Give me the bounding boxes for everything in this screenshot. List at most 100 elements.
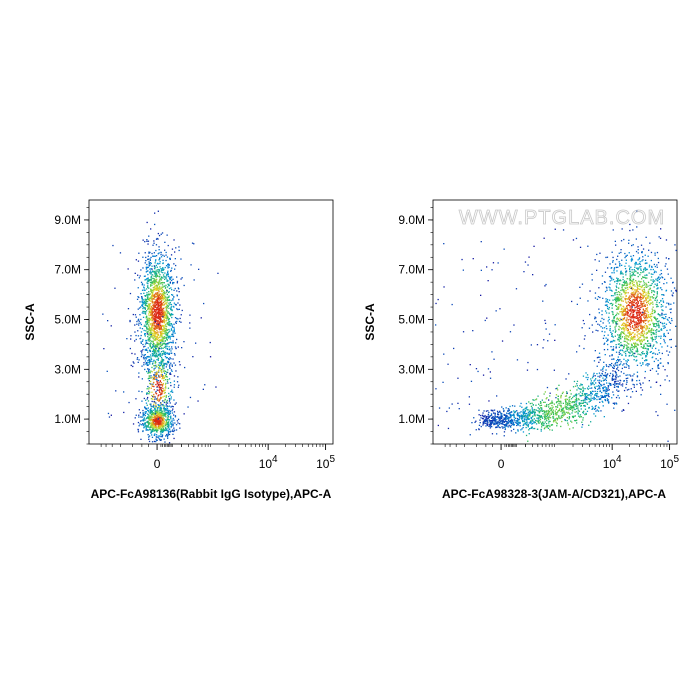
data-point xyxy=(585,412,587,415)
data-point xyxy=(657,325,659,327)
data-point xyxy=(141,328,144,330)
data-point xyxy=(159,364,161,366)
data-point xyxy=(150,327,152,329)
data-point xyxy=(166,411,168,414)
data-point xyxy=(166,322,168,324)
data-point xyxy=(151,297,153,299)
data-point xyxy=(159,384,161,386)
data-point xyxy=(158,349,160,351)
data-point xyxy=(607,301,609,303)
data-point xyxy=(151,400,153,403)
data-point xyxy=(609,289,611,291)
data-point xyxy=(595,329,597,331)
data-point xyxy=(616,389,618,391)
data-point xyxy=(641,306,643,308)
data-point xyxy=(647,340,649,342)
data-point xyxy=(645,286,647,288)
data-point xyxy=(642,305,644,307)
data-point xyxy=(657,321,659,323)
data-point xyxy=(621,272,623,274)
data-point xyxy=(625,360,627,362)
data-point xyxy=(115,390,117,392)
data-point xyxy=(589,290,591,292)
data-point xyxy=(548,424,550,426)
data-point xyxy=(633,342,635,344)
data-point xyxy=(151,301,154,303)
data-point xyxy=(160,427,162,429)
data-point xyxy=(629,340,631,342)
data-point xyxy=(513,418,516,420)
data-point xyxy=(557,398,560,400)
data-point xyxy=(616,293,618,296)
data-point xyxy=(573,406,575,408)
data-point xyxy=(605,301,607,303)
data-point xyxy=(163,282,165,284)
data-point xyxy=(627,328,630,330)
data-point xyxy=(157,422,159,425)
data-point xyxy=(158,317,160,319)
data-point xyxy=(173,375,176,377)
data-point xyxy=(625,354,627,356)
data-point xyxy=(621,299,623,301)
data-point xyxy=(170,426,172,428)
data-point xyxy=(628,297,630,299)
data-point xyxy=(161,414,164,416)
data-point xyxy=(168,318,170,320)
data-point xyxy=(594,387,596,390)
data-point xyxy=(656,304,658,306)
data-point xyxy=(640,318,642,320)
data-point xyxy=(132,361,134,363)
data-point xyxy=(144,279,146,281)
data-point xyxy=(155,289,157,291)
data-point xyxy=(162,332,165,335)
data-point xyxy=(166,418,168,420)
data-point xyxy=(161,287,163,289)
data-point xyxy=(161,368,163,371)
data-point xyxy=(159,281,161,283)
data-point xyxy=(167,291,170,294)
data-point xyxy=(643,302,645,304)
data-point xyxy=(605,374,607,376)
data-point xyxy=(167,431,170,434)
data-point xyxy=(142,419,144,421)
data-point xyxy=(168,346,170,348)
data-point xyxy=(168,412,170,414)
data-point xyxy=(181,309,183,312)
data-point xyxy=(601,330,603,333)
data-point xyxy=(598,308,600,310)
data-point xyxy=(623,238,625,241)
data-point xyxy=(159,412,161,414)
data-point xyxy=(583,323,585,325)
data-point xyxy=(624,352,627,355)
data-point xyxy=(584,335,586,337)
data-point xyxy=(644,316,647,319)
data-point xyxy=(153,369,155,371)
data-point xyxy=(618,287,620,289)
data-point xyxy=(149,350,151,353)
data-point xyxy=(167,274,169,276)
data-point xyxy=(595,393,597,395)
data-point xyxy=(166,331,168,334)
data-point xyxy=(168,312,170,314)
data-point xyxy=(157,371,159,373)
data-point xyxy=(163,300,166,303)
data-point xyxy=(153,424,155,426)
data-point xyxy=(646,307,648,310)
data-point xyxy=(625,336,627,338)
data-point xyxy=(165,317,167,319)
data-point xyxy=(618,294,620,296)
data-point xyxy=(628,351,630,353)
data-point xyxy=(147,392,149,394)
data-point xyxy=(149,426,151,428)
data-point xyxy=(160,342,162,344)
data-point xyxy=(569,428,571,430)
data-point xyxy=(624,299,627,301)
data-point xyxy=(155,296,157,298)
data-point xyxy=(654,280,656,282)
left-flow-plot: 1.0M3.0M5.0M7.0M9.0M 0 104 105 APC-FcA9813… xyxy=(23,199,335,501)
data-point xyxy=(160,439,162,441)
data-point xyxy=(155,352,158,355)
data-point xyxy=(485,418,487,420)
data-point xyxy=(640,317,642,319)
data-point xyxy=(638,305,641,307)
